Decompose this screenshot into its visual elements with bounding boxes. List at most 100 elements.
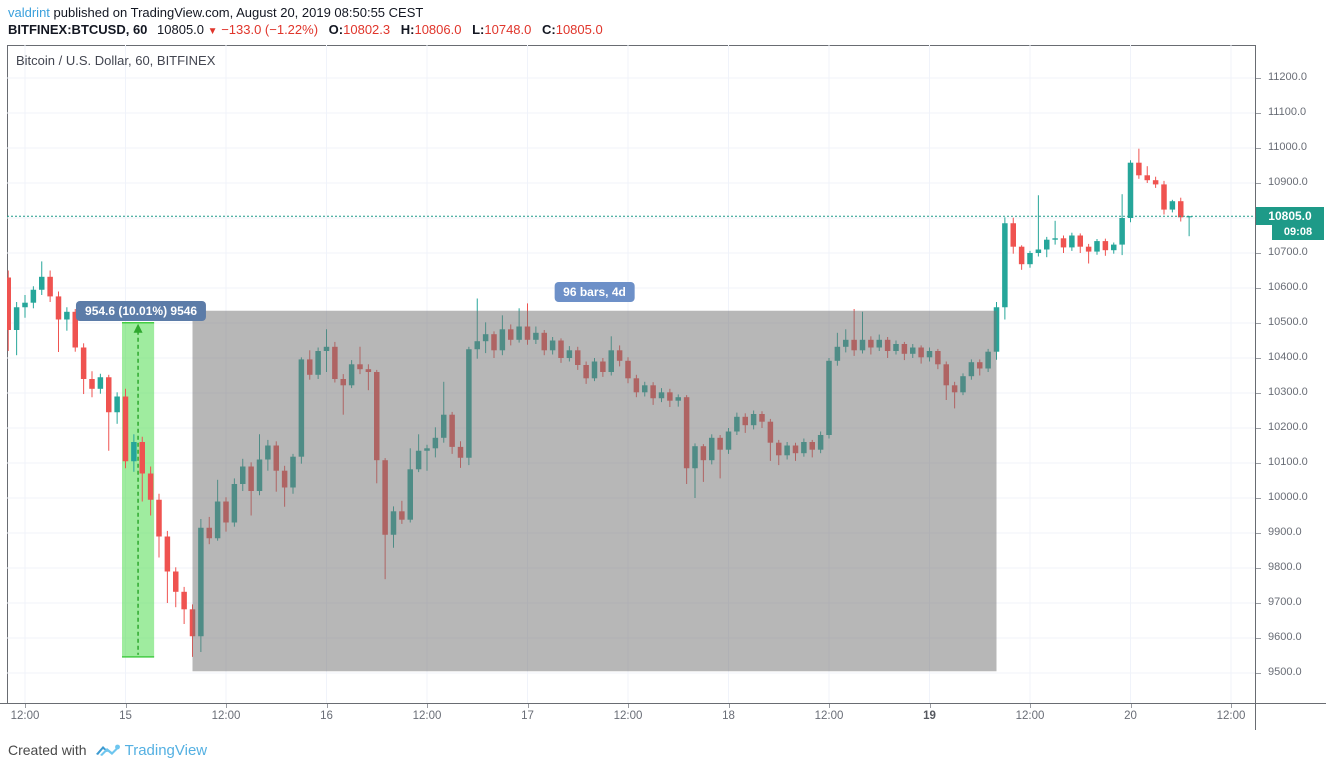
price-tick-label: 10300.0 xyxy=(1268,386,1308,398)
publish-header: valdrint published on TradingView.com, A… xyxy=(8,5,423,20)
candle-body xyxy=(7,277,11,330)
time-tick-label: 16 xyxy=(320,710,333,722)
time-tick-label: 12:00 xyxy=(814,710,844,722)
candle-body xyxy=(1111,244,1117,251)
publish-info: published on TradingView.com, August 20,… xyxy=(49,5,424,20)
candle-body xyxy=(80,347,87,379)
price-tick-mark xyxy=(1256,358,1261,359)
candle-body xyxy=(1002,223,1008,308)
price-tick-mark xyxy=(1256,673,1261,674)
price-tick-mark xyxy=(1256,78,1261,79)
price-tick-label: 10500.0 xyxy=(1268,316,1308,328)
price-tick-mark xyxy=(1256,253,1261,254)
price-tick-mark xyxy=(1256,638,1261,639)
price-tick-label: 10000.0 xyxy=(1268,491,1308,503)
time-tick-label: 15 xyxy=(119,710,132,722)
candle-body xyxy=(1085,246,1092,252)
candle-body xyxy=(30,289,37,303)
price-tick-label: 11100.0 xyxy=(1268,106,1307,118)
price-tick-label: 11200.0 xyxy=(1268,71,1307,83)
down-triangle-icon: ▼ xyxy=(207,26,218,37)
price-tick-mark xyxy=(1256,113,1261,114)
band-arrow-up-icon xyxy=(133,323,143,333)
price-tick-mark xyxy=(1256,183,1261,184)
time-tick-label: 12:00 xyxy=(412,710,442,722)
low-label: L: xyxy=(472,22,485,37)
candle-body xyxy=(1127,162,1134,218)
price-tick-label: 9600.0 xyxy=(1268,631,1302,643)
time-tick-label: 12:00 xyxy=(1216,710,1246,722)
high-value: 10806.0 xyxy=(414,22,462,37)
date-range-label[interactable]: 96 bars, 4d xyxy=(554,281,635,302)
tradingview-brand-link[interactable]: TradingView xyxy=(124,741,208,759)
time-tick-label: 20 xyxy=(1124,710,1137,722)
time-tick-mark xyxy=(628,704,629,708)
close-value: 10805.0 xyxy=(555,22,603,37)
candle-body xyxy=(122,396,129,462)
time-tick-mark xyxy=(1130,704,1132,708)
price-tick-mark xyxy=(1256,288,1261,289)
candle-body xyxy=(47,276,53,297)
price-tick-mark xyxy=(1256,498,1261,499)
time-tick-mark xyxy=(728,704,730,708)
candle-body xyxy=(22,302,28,308)
author-name: valdrint xyxy=(8,5,50,20)
price-tick-label: 11000.0 xyxy=(1268,141,1307,153)
price-tick-label: 10900.0 xyxy=(1268,176,1308,188)
candle-body xyxy=(64,311,70,320)
price-tick-mark xyxy=(1256,463,1261,464)
created-with-text: Created with xyxy=(8,742,87,758)
chart-border-top xyxy=(7,45,1256,46)
price-tick-label: 10400.0 xyxy=(1268,351,1308,363)
time-tick-label: 18 xyxy=(722,710,735,722)
price-tick-label: 9500.0 xyxy=(1268,666,1302,678)
candle-body xyxy=(1136,162,1142,176)
candle-body xyxy=(1018,246,1025,265)
candlestick-chart[interactable] xyxy=(7,45,1255,703)
candle-body xyxy=(1144,175,1150,181)
price-tick-mark xyxy=(1256,568,1261,569)
time-tick-label: 12:00 xyxy=(10,710,40,722)
quote-line: BITFINEX:BTCUSD, 60 10805.0 ▼ −133.0 (−1… xyxy=(8,22,603,37)
price-tick-label: 10200.0 xyxy=(1268,421,1308,433)
candle-body xyxy=(114,396,120,413)
time-axis-border xyxy=(0,703,1326,704)
price-tick-label: 9700.0 xyxy=(1268,596,1302,608)
candle-body xyxy=(1161,184,1167,210)
price-tick-mark xyxy=(1256,603,1261,604)
candle-body xyxy=(1102,241,1109,251)
price-change: −133.0 (−1.22%) xyxy=(221,22,319,37)
candle-body xyxy=(181,591,187,610)
candle-body xyxy=(55,296,62,320)
candle-body xyxy=(1169,201,1176,210)
candle-body xyxy=(1060,238,1067,248)
candle-body xyxy=(164,536,171,572)
time-tick-mark xyxy=(1030,704,1031,708)
price-tick-mark xyxy=(1256,323,1261,324)
open-value: 10802.3 xyxy=(343,22,391,37)
price-tick-label: 10600.0 xyxy=(1268,281,1308,293)
chart-title: Bitcoin / U.S. Dollar, 60, BITFINEX xyxy=(16,53,216,68)
candle-body xyxy=(13,307,20,330)
price-tick-mark xyxy=(1256,393,1261,394)
time-tick-mark xyxy=(25,704,26,708)
candle-body xyxy=(147,473,154,500)
candle-body xyxy=(1186,216,1192,218)
current-price-label: 10805.0 xyxy=(1256,207,1324,226)
tradingview-logo-icon[interactable] xyxy=(95,741,121,759)
price-tick-label: 10700.0 xyxy=(1268,246,1308,258)
candle-body xyxy=(1094,241,1100,252)
candle-body xyxy=(1178,201,1184,218)
candle-body xyxy=(39,276,45,290)
candle-body xyxy=(89,379,95,389)
price-tick-label: 9900.0 xyxy=(1268,526,1302,538)
candle-body xyxy=(1027,253,1033,265)
symbol-label: BITFINEX:BTCUSD, 60 xyxy=(8,22,148,37)
candle-body xyxy=(106,377,112,413)
time-tick-mark xyxy=(929,704,931,708)
price-range-label[interactable]: 954.6 (10.01%) 9546 xyxy=(76,300,207,321)
price-tick-label: 10100.0 xyxy=(1268,456,1308,468)
high-label: H: xyxy=(400,22,415,37)
footer: Created with TradingView xyxy=(8,741,207,759)
candle-body xyxy=(173,571,179,592)
